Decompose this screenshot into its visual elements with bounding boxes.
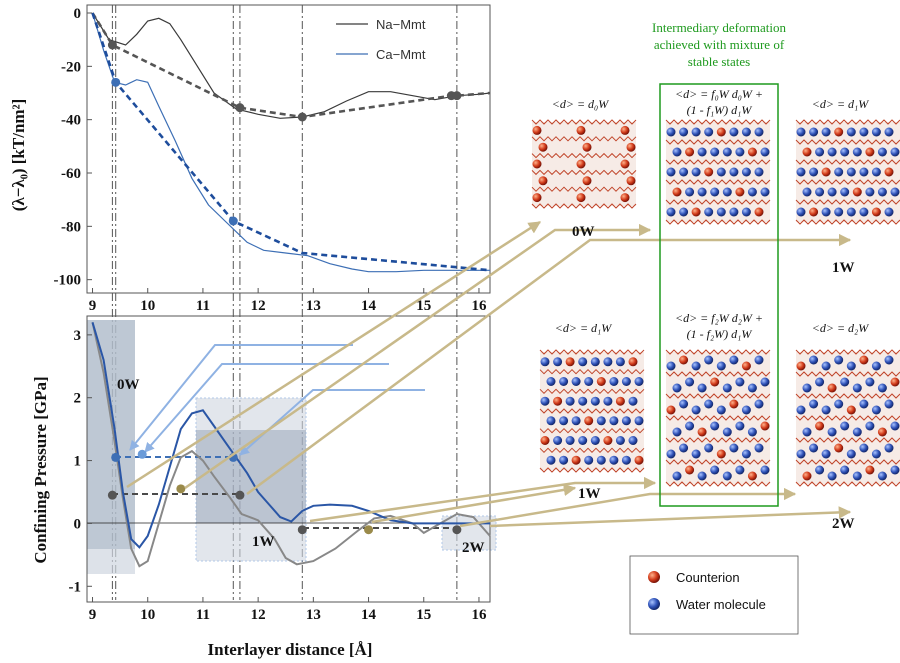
- snapshot-label-2w: 2W: [832, 516, 855, 532]
- key-water: Water molecule: [676, 597, 766, 612]
- bottom-point-1: [111, 452, 121, 462]
- bottom-point-0: [107, 490, 117, 500]
- top-panel: 0-20-40-60-80-100 9 10 11 12 13 14 15 16 Na−Mmt…: [9, 4, 491, 600]
- snapshot-label-1w-top: 1W: [832, 260, 855, 276]
- bottom-ytick-label-1: 2: [74, 391, 82, 407]
- caption-d1w-bottom: <d> = d₁W: [555, 321, 612, 335]
- bottom-xtick-label-4: 13: [306, 607, 321, 623]
- top-point-4: [452, 91, 462, 101]
- top-ytick-label-3: -60: [61, 166, 81, 182]
- bottom-point-3: [176, 484, 186, 494]
- caption-mix1-b: (1 - f₁W) d₁W: [687, 103, 753, 117]
- top-xtick-label-4: 13: [306, 298, 321, 314]
- tan-connector-arrows: [126, 220, 852, 528]
- top-xtick-label-6: 15: [416, 298, 431, 314]
- top-xtick-label-1: 10: [140, 298, 155, 314]
- bottom-xtick-label-5: 14: [361, 607, 377, 623]
- bottom-plot-frame: [86, 315, 491, 603]
- water-molecule-icon: [648, 598, 660, 610]
- snapshot-box-5: [795, 349, 900, 487]
- bottom-ytick-label-0: 3: [74, 328, 82, 344]
- top-point-1: [235, 103, 245, 113]
- bottom-point-5: [235, 490, 245, 500]
- key-counterion: Counterion: [676, 570, 740, 585]
- snapshot-label-1w-bottom: 1W: [578, 486, 601, 502]
- bottom-point-6: [297, 525, 307, 535]
- counterion-icon: [648, 571, 660, 583]
- top-ytick-label-1: -20: [61, 59, 81, 75]
- top-xtick-label-7: 16: [471, 298, 487, 314]
- top-series-1: [91, 12, 490, 273]
- green-title-3: stable states: [688, 54, 750, 69]
- top-xtick-label-0: 9: [89, 298, 97, 314]
- top-point-5: [111, 77, 121, 87]
- caption-d0w: <d> = d₀W: [552, 97, 609, 111]
- bottom-xtick-label-3: 12: [251, 607, 266, 623]
- top-point-6: [228, 216, 238, 226]
- top-ytick-label-4: -80: [61, 219, 81, 235]
- snapshot-box-2: [795, 119, 900, 225]
- label-1w: 1W: [252, 534, 275, 550]
- top-xtick-label-3: 12: [251, 298, 266, 314]
- bottom-point-2: [137, 449, 147, 459]
- label-0w: 0W: [117, 377, 140, 393]
- green-title-1: Intermediary deformation: [652, 20, 786, 35]
- top-xtick-label-2: 11: [196, 298, 210, 314]
- region-0w-outer: [87, 320, 135, 574]
- snapshot-label-0w: 0W: [572, 224, 595, 240]
- top-ytick-label-0: 0: [74, 6, 82, 22]
- green-title-2: achieved with mixture of: [654, 37, 785, 52]
- bottom-ytick-label-3: 0: [74, 516, 82, 532]
- caption-mix2-a: <d> = f₂W d₂W +: [675, 311, 763, 325]
- top-series-0: [91, 12, 491, 119]
- snapshot-box-4: [665, 349, 771, 487]
- top-series-3: [91, 12, 491, 272]
- x-axis-label: Interlayer distance [Å]: [208, 640, 373, 659]
- species-key: Counterion Water molecule: [629, 555, 799, 635]
- caption-d2w: <d> = d₂W: [812, 321, 869, 335]
- top-legend: Na−Mmt Ca−Mmt: [336, 17, 426, 62]
- top-plot-frame: [86, 4, 491, 294]
- bottom-ytick-label-2: 1: [74, 454, 82, 470]
- top-ytick-label-5: -100: [54, 273, 82, 289]
- snapshot-box-3: [539, 349, 645, 473]
- bottom-xtick-label-7: 16: [471, 607, 487, 623]
- caption-mix1-a: <d> = f₀W d₀W +: [675, 87, 763, 101]
- bottom-point-8: [452, 525, 462, 535]
- top-y-axis-label: (λ−λ₀) [kT/nm²]: [9, 99, 28, 212]
- bottom-xtick-label-0: 9: [89, 607, 97, 623]
- top-point-0: [107, 40, 117, 50]
- bottom-point-7: [364, 525, 374, 535]
- top-series-2: [91, 12, 491, 119]
- green-frame: [659, 83, 779, 507]
- bottom-series-1: [91, 322, 490, 549]
- legend-na: Na−Mmt: [376, 17, 426, 32]
- snapshot-box-1: [665, 119, 771, 225]
- top-xtick-label-5: 14: [361, 298, 377, 314]
- top-point-2: [297, 112, 307, 122]
- snapshot-box-0: [531, 119, 637, 209]
- snapshot-area: Intermediary deformation achieved with m…: [531, 20, 900, 532]
- top-ytick-label-2: -40: [61, 113, 81, 129]
- bottom-xtick-label-1: 10: [140, 607, 155, 623]
- bottom-xtick-label-6: 15: [416, 607, 431, 623]
- caption-d1w-top: <d> = d₁W: [812, 97, 869, 111]
- label-2w: 2W: [462, 540, 485, 556]
- bottom-series-0: [91, 322, 491, 568]
- legend-ca: Ca−Mmt: [376, 47, 426, 62]
- bottom-ytick-label-4: -1: [69, 579, 82, 595]
- caption-mix2-b: (1 - f₂W) d₁W: [687, 327, 753, 341]
- bottom-y-axis-label: Confining Pressure [GPa]: [31, 376, 50, 563]
- bottom-xtick-label-2: 11: [196, 607, 210, 623]
